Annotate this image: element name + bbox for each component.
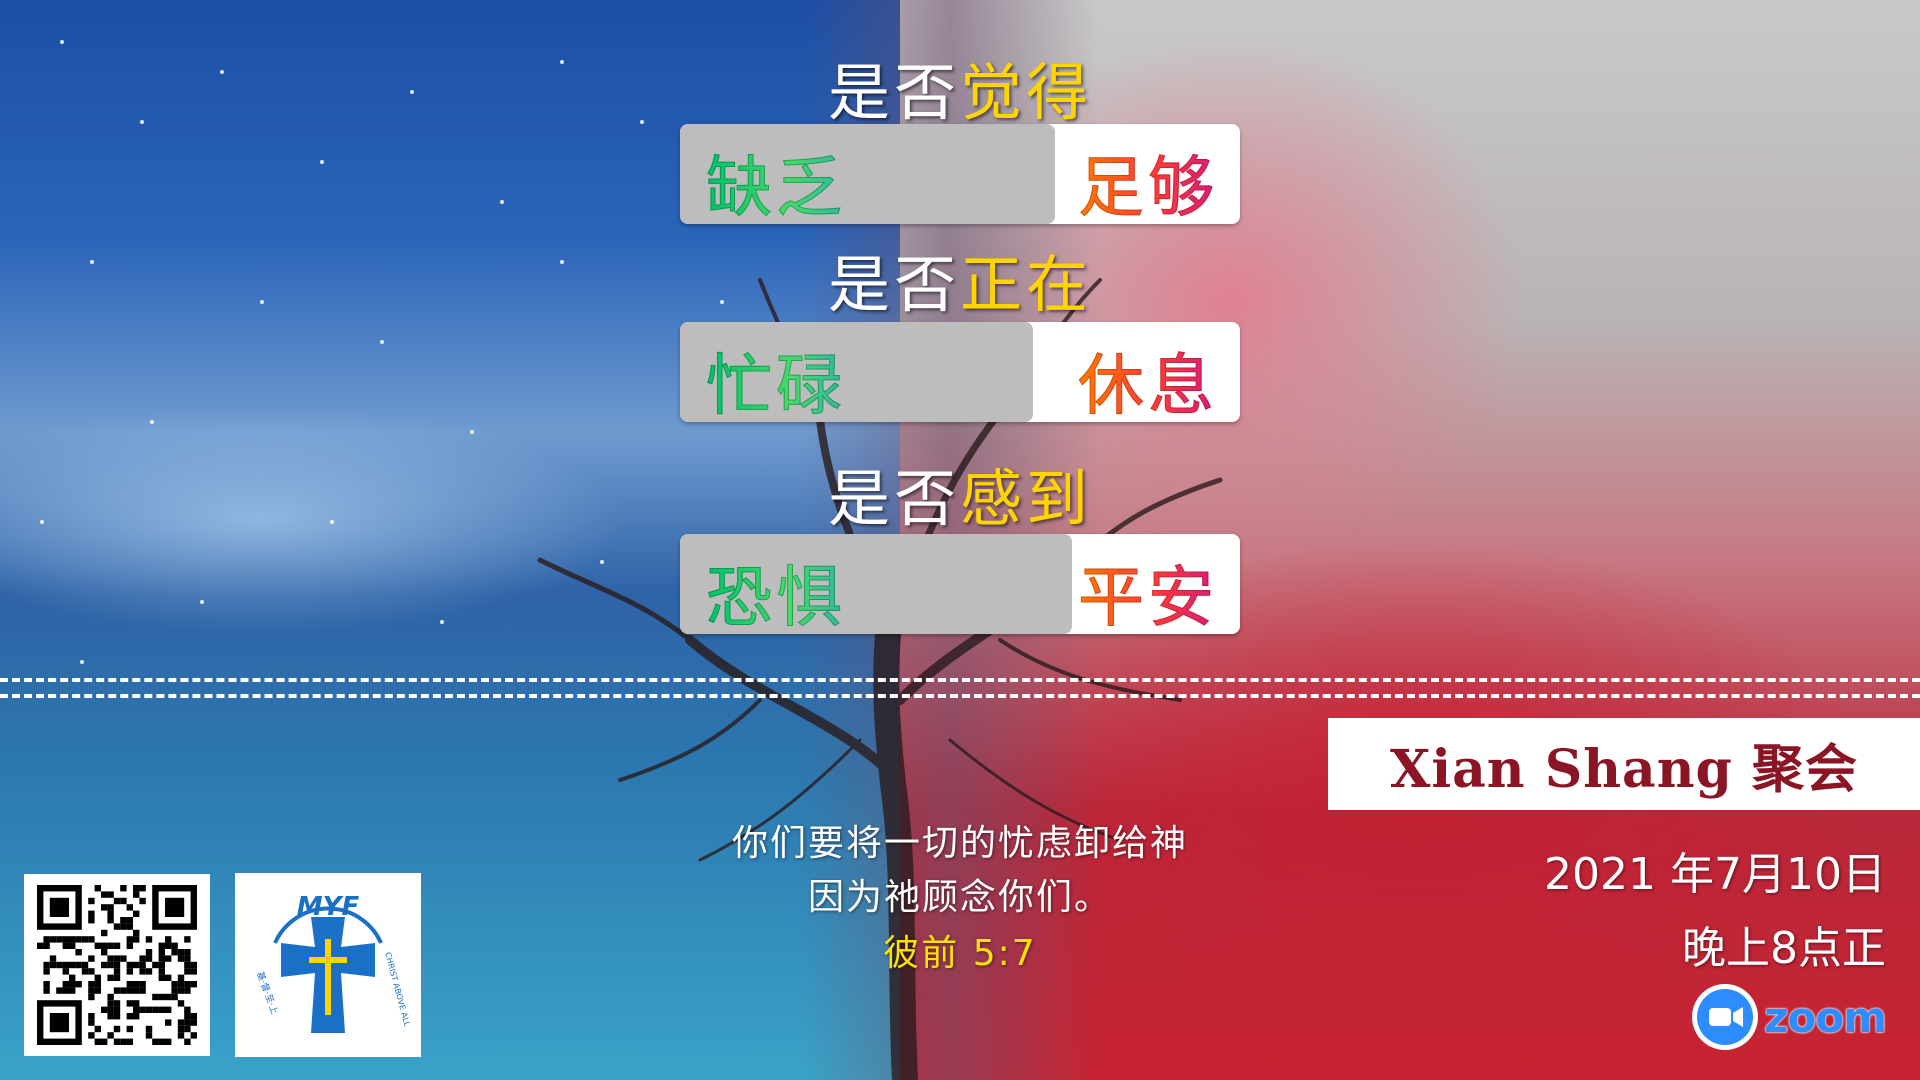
verse-reference: 彼前 5:7 — [883, 933, 1037, 974]
question-1-left-word: 缺乏 — [706, 134, 846, 225]
question-3-title: 是否感到 — [680, 448, 1240, 538]
question-1-title: 是否觉得 — [680, 42, 1240, 132]
question-3-left-word: 恐惧 — [706, 544, 846, 635]
zoom-camera-icon — [1692, 984, 1759, 1050]
event-date: 2021 年7月10日 — [1544, 849, 1886, 900]
question-1-fill — [680, 124, 1056, 224]
question-1-prefix: 是否 — [827, 56, 960, 129]
question-2-prefix: 是否 — [827, 248, 960, 321]
logo-right-text: CHRIST ABOVE ALL — [383, 951, 412, 1028]
question-3-scale: 恐惧 平安 — [680, 534, 1240, 634]
question-3-highlight: 感到 — [960, 462, 1093, 535]
divider-bottom — [0, 694, 1920, 698]
zoom-logo: zoom — [1692, 984, 1887, 1050]
myf-cross-logo: MYF 基·督·至·上 CHRIST ABOVE ALL — [235, 873, 421, 1057]
divider-top — [0, 678, 1920, 682]
question-1-scale: 缺乏 足够 — [680, 124, 1240, 224]
question-2-fill — [680, 322, 1033, 422]
question-2-title: 是否正在 — [680, 234, 1240, 324]
question-3-prefix: 是否 — [827, 462, 960, 535]
question-1-right-word: 足够 — [1078, 134, 1218, 225]
zoom-wordmark: zoom — [1764, 992, 1887, 1042]
question-2-right-word: 休息 — [1078, 332, 1218, 423]
question-3-right-word: 平安 — [1078, 544, 1218, 635]
question-2-highlight: 正在 — [960, 248, 1093, 321]
question-2-scale: 忙碌 休息 — [680, 322, 1240, 422]
qr-code-icon — [24, 874, 210, 1056]
question-3-fill — [680, 534, 1072, 634]
verse-line-2: 因为祂顾念你们。 — [807, 877, 1112, 918]
event-time: 晚上8点正 — [1682, 923, 1886, 974]
verse-line-1: 你们要将一切的忧虑卸给神 — [731, 823, 1188, 864]
question-1-highlight: 觉得 — [960, 56, 1093, 129]
question-2-left-word: 忙碌 — [706, 332, 846, 423]
event-title: Xian Shang 聚会 — [1389, 738, 1859, 800]
event-title-badge: Xian Shang 聚会 — [1328, 718, 1920, 810]
logo-left-text: 基·督·至·上 — [254, 970, 281, 1016]
